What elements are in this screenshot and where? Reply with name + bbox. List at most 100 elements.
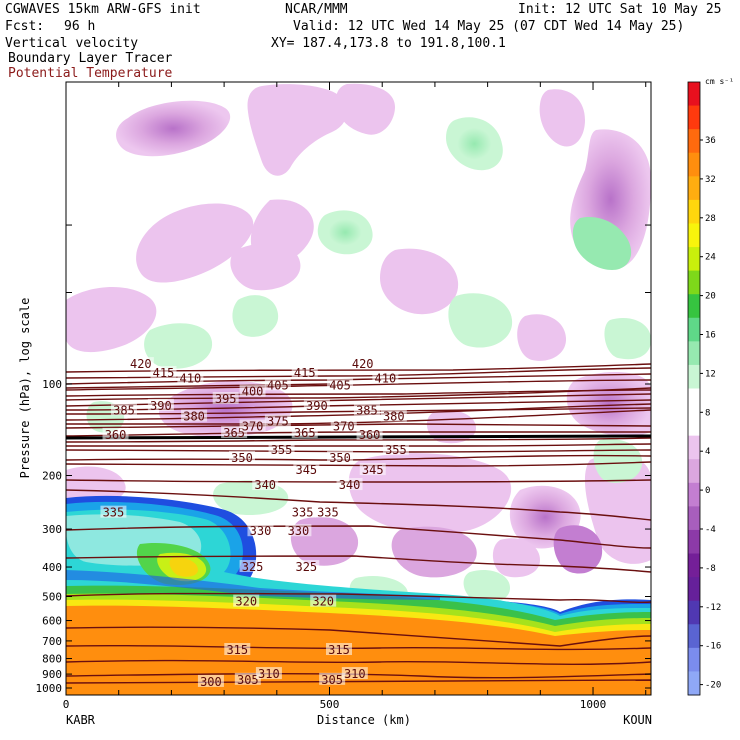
isentrope-label-bg [212, 391, 239, 404]
colorbar-swatch [688, 600, 700, 625]
colorbar-label: 12 [705, 369, 716, 379]
isentrope-label: 385 [113, 403, 135, 417]
isentrope-label: 310 [344, 667, 366, 681]
colorbar-label: -16 [705, 642, 721, 652]
isentrope-label-bg [327, 378, 354, 391]
y-tick-label: 700 [42, 635, 62, 648]
colorbar-label: -4 [705, 525, 716, 535]
isentrope-label: 325 [242, 560, 264, 574]
isentrope-label-bg [150, 365, 177, 378]
isentrope-label: 420 [130, 357, 152, 371]
isentrope-label-bg [100, 505, 127, 518]
isentrope-label-bg [197, 674, 224, 687]
field-vertical-velocity: Vertical velocity [5, 36, 139, 51]
isentrope-label: 335 [292, 506, 314, 520]
isentrope-label-bg [310, 594, 337, 607]
colorbar-swatch [688, 247, 700, 272]
colorbar-swatch [688, 364, 700, 389]
isentrope-label-bg [127, 357, 154, 370]
isentrope-label: 330 [250, 524, 272, 538]
y-tick-label: 100 [42, 378, 62, 391]
upper-wave-patches [66, 83, 651, 369]
y-tick-label: 900 [42, 668, 62, 681]
isentrope-label-bg [303, 398, 330, 411]
isentrope-label: 390 [306, 399, 328, 413]
x-tick-label: 1000 [580, 698, 607, 711]
isentrope-label: 415 [153, 366, 175, 380]
colorbar-swatch [688, 317, 700, 342]
isentrope-label-bg [341, 667, 368, 680]
isentrope-label-bg [247, 524, 274, 537]
isentrope-label-bg [181, 409, 208, 422]
isentrope-label: 305 [321, 673, 343, 687]
colorbar-swatch [688, 647, 700, 672]
isentrope-label-bg [239, 384, 266, 397]
colorbar-swatch [688, 294, 700, 319]
y-tick-label: 200 [42, 470, 62, 483]
valid-time: Valid: 12 UTC Wed 14 May 25 (07 CDT Wed … [293, 19, 685, 34]
colorbar-label: 32 [705, 175, 716, 185]
colorbar-frame [687, 81, 701, 696]
isentrope-label: 395 [215, 392, 237, 406]
isentrope-label-bg [252, 478, 279, 491]
isentrope-label-bg [326, 643, 352, 656]
isentrope-label: 335 [317, 506, 339, 520]
fcst-label: Fcst: [5, 19, 45, 34]
isentrope-label-bg [319, 672, 346, 685]
isentrope-label-bg [353, 403, 380, 416]
colorbar: 36 32 28 24 20 16 12 8 4 0 -4 -8 -12 -16 -20 [687, 81, 721, 696]
isentrope-label-bg [239, 419, 266, 432]
model-title: CGWAVES 15km ARW-GFS init [5, 2, 201, 17]
isentrope-label: 410 [180, 372, 202, 386]
colorbar-swatch [688, 577, 700, 602]
colorbar-swatch [688, 459, 700, 484]
isentrope-label-bg [327, 450, 354, 463]
y-axis-label: Pressure (hPa), log scale [18, 298, 32, 479]
isentrope-label-bg [234, 672, 261, 685]
colorbar-label: 36 [705, 136, 716, 146]
isentrope-label: 345 [362, 463, 384, 477]
colorbar-swatch [688, 624, 700, 649]
isentrope-label: 350 [329, 451, 351, 465]
isentrope-label: 370 [333, 420, 355, 434]
isentrope-label-bg [177, 371, 204, 384]
colorbar-label: 24 [705, 253, 716, 263]
colorbar-label: 4 [705, 447, 710, 457]
colorbar-swatch [688, 506, 700, 531]
isentrope-label-bg [356, 427, 383, 440]
y-tick-label: 600 [42, 615, 62, 628]
colorbar-swatch [688, 129, 700, 154]
left-endpoint: KABR [66, 713, 96, 727]
isentrope-label: 330 [288, 524, 310, 538]
isentrope-label: 300 [200, 675, 222, 689]
isentrope-label-bg [382, 443, 409, 456]
isentrope-label: 400 [242, 385, 264, 399]
isentrope-label: 360 [105, 428, 127, 442]
tropopause-patches [66, 371, 651, 610]
isentrope-label: 355 [385, 443, 407, 457]
colorbar-label: 8 [705, 408, 710, 418]
colorbar-swatch [688, 482, 700, 507]
isentrope-label: 305 [237, 673, 259, 687]
isentrope-label: 415 [294, 366, 316, 380]
isentrope-label-bg [330, 419, 357, 432]
isentrope-label-bg [349, 357, 376, 370]
plot-frame [65, 81, 652, 696]
colorbar-swatch [688, 529, 700, 555]
colorbar-swatch [688, 105, 700, 130]
colorbar-unit: cm s⁻¹ [705, 77, 734, 86]
isentrope-label-bg [380, 409, 407, 422]
isentrope-label: 345 [295, 463, 317, 477]
isentrope-label-bg [314, 505, 341, 518]
isentrope-label-bg [224, 643, 251, 656]
y-tick-label: 800 [42, 653, 62, 666]
colorbar-label: -8 [705, 564, 716, 574]
isentrope-lines [66, 363, 651, 684]
isentrope-label: 405 [267, 378, 289, 392]
org-label: NCAR/MMM [285, 2, 348, 17]
isentrope-label: 340 [339, 478, 361, 492]
isentrope-label-bg [359, 463, 386, 476]
isentrope-label: 310 [258, 667, 280, 681]
isentrope-label-bg [291, 365, 318, 378]
